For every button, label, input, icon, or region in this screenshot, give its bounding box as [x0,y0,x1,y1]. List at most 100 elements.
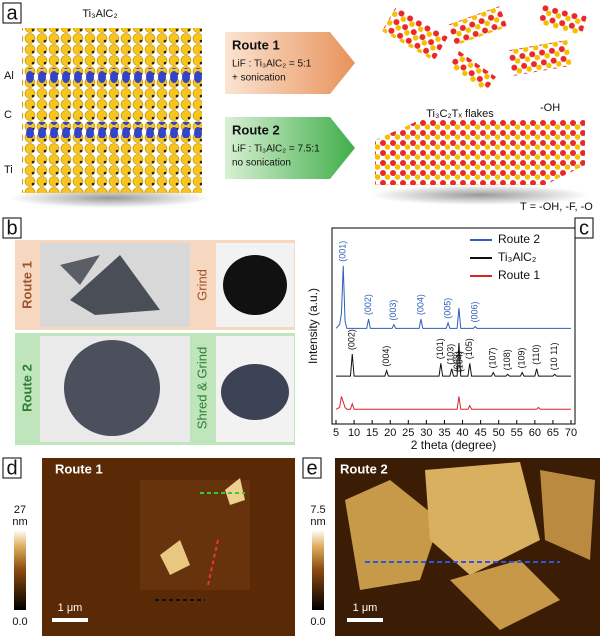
layer-label: Ti [4,164,13,176]
flake [508,39,572,77]
colorbar-min: 0.0 [310,616,325,628]
peak-label: (002) [347,329,357,350]
flake [225,478,245,505]
al-layer [22,122,202,138]
route-condition: + sonication [232,73,286,84]
process-step: Grind [194,269,209,301]
panel-label-box [302,457,322,479]
x-tick-label: 50 [493,427,505,439]
peak-label: (003) [388,300,398,321]
colorbar [14,530,26,610]
colorbar-max: 27 [14,504,26,516]
peak-label: (104) [455,351,465,372]
peak-label: (101) [435,338,445,359]
small-flakes [382,4,587,92]
series-line [335,265,571,329]
flake [450,560,560,630]
x-tick-label: 45 [474,427,486,439]
legend-label: Route 1 [498,268,540,282]
flake [448,51,497,92]
termination-label: T = -OH, -F, -O [520,201,593,213]
peak-label: (110) [531,344,541,364]
peak-label: (002) [363,294,373,315]
panel-label: d [6,457,17,479]
x-tick-label: 5 [333,427,339,439]
flake [160,540,190,575]
x-tick-label: 30 [420,427,432,439]
route-title: Route 2 [232,122,280,137]
peak-label: (001) [338,241,348,262]
peak-label: (109) [517,347,527,368]
profile-line [207,539,219,586]
flake-stack [375,120,585,185]
layer-label: Al [4,70,14,82]
panel-label: c [579,217,589,239]
series-line [336,343,571,377]
film [70,255,160,315]
xrd-chart: 5 10 15 20 25 30 35 40 45 50 55 60 65 70 2 theta (degr… [306,227,577,452]
product-label: Ti₃C₂Tₓ flakes [426,108,494,120]
scale-bar-label: 1 μm [58,602,83,614]
route-arrow [225,32,355,94]
x-tick-label: 65 [547,427,559,439]
route-condition: LiF : Ti₃AlC₂ = 7.5:1 [232,144,320,155]
panel-label-box [2,2,22,24]
peak-label: (006) [470,301,480,322]
panel-label: e [306,457,317,479]
x-tick-label: 35 [438,427,450,439]
peak-label: (004) [415,294,425,315]
x-axis-label: 2 theta (degree) [411,438,496,452]
colorbar-unit: nm [310,516,325,528]
layer-label: C [4,109,12,121]
route-condition: no sonication [232,158,291,169]
peak-label: (005) [442,298,452,319]
route-title: Route 2 [19,364,34,412]
flake [540,470,595,560]
route-title: Route 1 [19,261,34,309]
peak-label: (107) [488,347,498,368]
y-axis-label: Intensity (a.u.) [306,288,320,364]
process-step: Shred & Grind [194,347,209,429]
powder [223,255,287,315]
x-tick-label: 55 [511,427,523,439]
peak-label: (10 11) [549,342,559,370]
colorbar-min: 0.0 [12,616,27,628]
film [64,340,160,436]
peak-label: (008) [452,351,462,372]
x-tick-label: 40 [456,427,468,439]
colorbar-max: 7.5 [310,504,325,516]
plot-frame [331,227,576,425]
crystal [22,28,202,193]
colorbar [312,530,324,610]
x-tick-label: 70 [565,427,577,439]
route-arrow [225,117,355,179]
panel-label-box [2,457,22,479]
route-title: Route 1 [232,37,280,52]
structure-label: Ti₃AlC₂ [82,8,117,20]
legend-label: Ti₃AlC₂ [498,250,537,264]
x-tick-label: 20 [384,427,396,439]
shadow [370,185,590,205]
legend-label: Route 2 [498,232,540,246]
flake [425,462,540,575]
powder [221,364,289,420]
scale-bar [52,618,88,622]
al-layer [22,68,202,84]
scale-bar-label: 1 μm [353,602,378,614]
x-tick-label: 60 [529,427,541,439]
flake [382,6,448,62]
panel-title: Route 2 [340,461,388,476]
panel-label-box [2,217,22,239]
flake [538,4,587,36]
peak-label: (103) [445,344,455,365]
route-condition: LiF : Ti₃AlC₂ = 5:1 [232,59,312,70]
peak-label: (108) [502,349,512,370]
peak-label: (105) [464,338,474,359]
peak-label: (004) [381,346,391,367]
panel-title: Route 1 [55,461,103,476]
series-line [335,396,571,410]
x-tick-label: 15 [366,427,378,439]
flake [447,6,508,46]
film [60,255,100,285]
